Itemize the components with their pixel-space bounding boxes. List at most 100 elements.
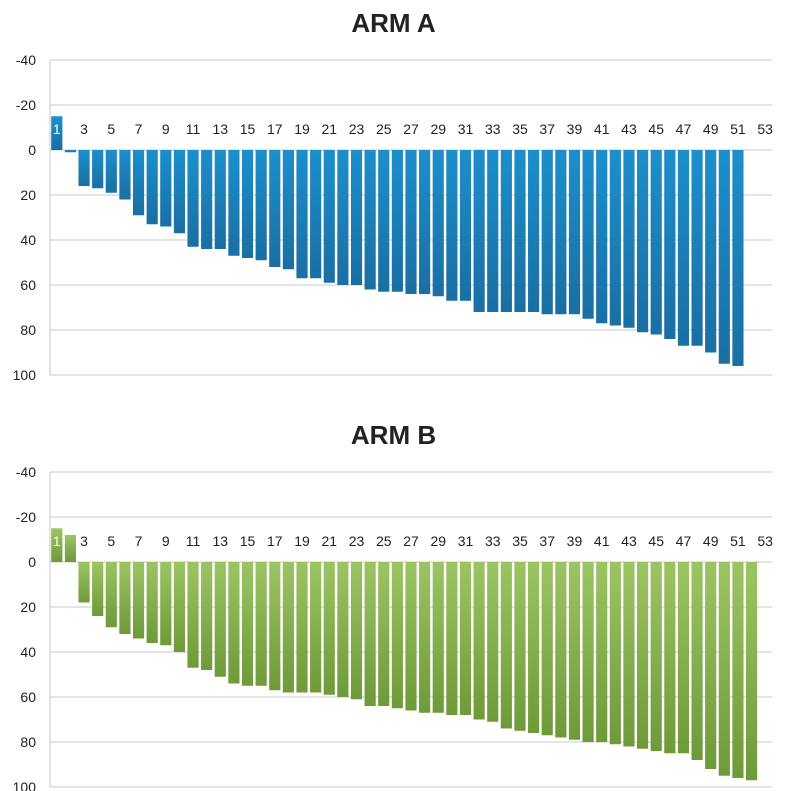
bar-arm-a-29 [432,150,444,297]
x-tick-label-arm-a-11: 23 [349,121,365,137]
bar-arm-b-8 [146,562,158,643]
bar-arm-a-8 [146,150,158,225]
bar-arm-a-51 [732,150,744,366]
bar-arm-a-13 [214,150,226,249]
x-tick-label-arm-a-10: 21 [321,121,337,137]
bar-arm-b-38 [555,562,567,738]
x-tick-label-arm-a-24: 49 [703,121,719,137]
bar-arm-a-42 [609,150,621,326]
bar-arm-a-39 [568,150,581,315]
bar-arm-a-38 [555,150,567,315]
bar-arm-b-16 [255,562,267,686]
bar-arm-b-28 [419,562,431,713]
bar-arm-b-31 [459,562,472,715]
x-tick-label-arm-b-17: 35 [512,533,528,549]
bar-arm-b-2 [64,535,77,562]
bar-arm-a-24 [364,150,376,290]
bar-arm-b-13 [214,562,226,677]
bar-arm-b-14 [228,562,240,684]
bar-arm-b-24 [364,562,376,706]
bar-arm-a-4 [92,150,104,189]
x-tick-label-arm-a-25: 51 [730,121,746,137]
bar-arm-a-20 [310,150,322,279]
bar-arm-b-10 [173,562,186,652]
x-tick-label-arm-a-1: 3 [80,121,88,137]
x-tick-label-arm-a-3: 7 [135,121,143,137]
bar-arm-a-33 [487,150,499,312]
y-tick-label-arm-b-2: 0 [28,554,36,570]
x-tick-label-arm-b-13: 27 [403,533,419,549]
y-tick-label-arm-b-6: 80 [20,734,36,750]
y-tick-label-arm-b-0: -40 [16,464,36,480]
x-tick-label-arm-b-12: 25 [376,533,392,549]
bar-arm-a-46 [664,150,676,339]
x-tick-label-arm-b-8: 17 [267,533,283,549]
bar-arm-b-36 [528,562,540,733]
x-tick-label-arm-a-13: 27 [403,121,419,137]
x-tick-label-arm-b-1: 3 [80,533,88,549]
y-tick-label-arm-a-1: -20 [16,97,36,113]
x-tick-label-arm-a-19: 39 [567,121,583,137]
x-tick-label-arm-b-10: 21 [321,533,337,549]
bar-arm-b-6 [119,562,131,634]
bar-arm-b-23 [350,562,363,700]
chart-title-arm-b: ARM B [350,420,437,450]
x-tick-label-arm-a-14: 29 [430,121,446,137]
x-tick-label-arm-a-15: 31 [458,121,474,137]
bar-arm-b-41 [596,562,608,742]
x-tick-label-arm-b-20: 41 [594,533,610,549]
bar-arm-a-35 [514,150,526,312]
x-tick-label-arm-b-18: 37 [539,533,555,549]
y-tick-label-arm-b-5: 60 [20,689,36,705]
y-tick-label-arm-a-0: -40 [16,52,36,68]
x-tick-label-arm-b-14: 29 [430,533,446,549]
x-tick-label-arm-a-5: 11 [186,121,201,137]
y-tick-label-arm-a-4: 40 [20,232,36,248]
bar-arm-a-41 [596,150,608,324]
bar-arm-a-26 [391,150,403,292]
bar-arm-a-6 [119,150,131,200]
bar-arm-b-5 [105,562,117,628]
x-tick-label-arm-b-26: 53 [757,533,773,549]
bar-arm-b-4 [92,562,104,616]
bar-arm-a-23 [350,150,363,285]
x-tick-label-arm-b-19: 39 [567,533,583,549]
bar-arm-b-30 [446,562,458,715]
x-tick-label-arm-b-16: 33 [485,533,501,549]
x-tick-label-arm-b-3: 7 [135,533,143,549]
bar-arm-a-2 [64,150,77,153]
bar-arm-b-29 [432,562,444,713]
bar-arm-b-48 [691,562,703,760]
x-tick-label-arm-a-0: 1 [53,121,61,137]
bar-arm-b-9 [160,562,172,646]
x-tick-label-arm-a-6: 13 [212,121,228,137]
bar-arm-a-37 [541,150,553,315]
bar-arm-b-15 [241,562,254,686]
x-tick-label-arm-b-0: 1 [53,533,61,549]
bar-arm-a-15 [241,150,254,258]
bar-arm-a-47 [677,150,690,346]
bar-arm-a-48 [691,150,703,346]
bar-arm-b-25 [378,562,390,706]
bar-arm-b-11 [187,562,199,668]
y-tick-label-arm-a-3: 20 [20,187,36,203]
x-tick-label-arm-a-22: 45 [648,121,664,137]
chart-title-arm-a: ARM A [351,8,436,38]
x-tick-label-arm-a-18: 37 [539,121,555,137]
x-tick-label-arm-a-21: 43 [621,121,637,137]
bar-arm-b-27 [405,562,417,711]
x-tick-label-arm-a-12: 25 [376,121,392,137]
bar-arm-a-22 [337,150,349,285]
bar-arm-a-27 [405,150,417,294]
bar-arm-b-19 [296,562,308,693]
x-tick-label-arm-b-23: 47 [676,533,692,549]
bar-arm-a-40 [582,150,594,319]
bar-arm-a-17 [269,150,281,267]
bar-arm-b-46 [664,562,676,754]
y-tick-label-arm-a-6: 80 [20,322,36,338]
bar-arm-b-22 [337,562,349,697]
x-tick-label-arm-a-26: 53 [757,121,773,137]
x-tick-label-arm-a-23: 47 [676,121,692,137]
